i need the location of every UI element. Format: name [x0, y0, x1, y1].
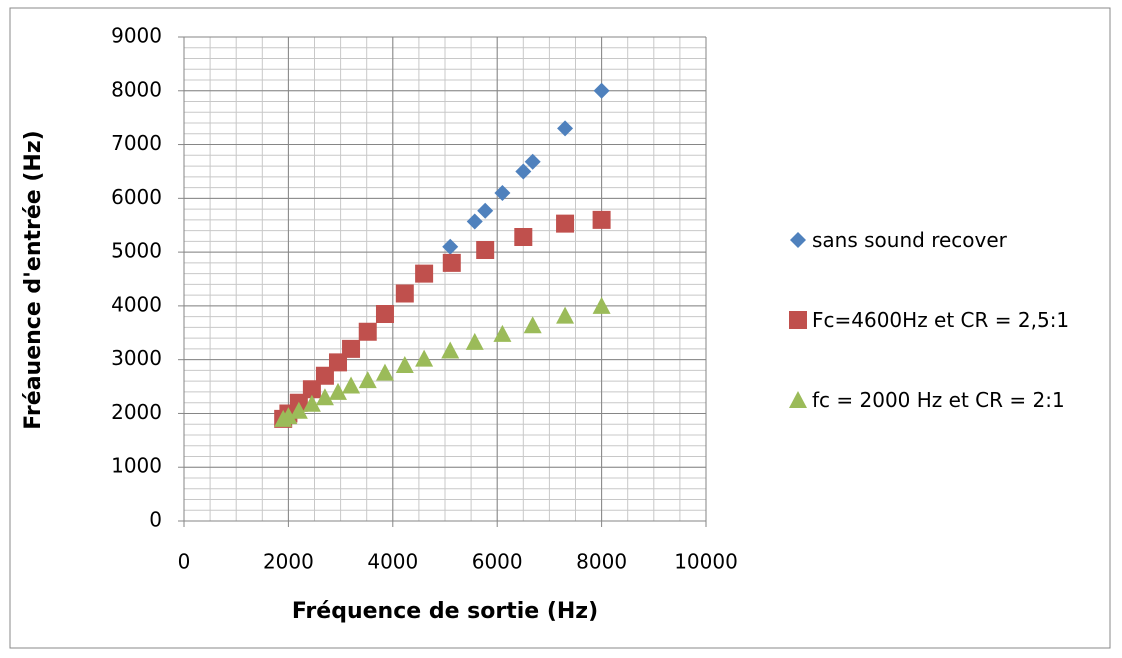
- legend-label: sans sound recover: [812, 228, 1007, 252]
- point: [395, 284, 414, 303]
- point: [315, 388, 334, 406]
- point: [524, 153, 541, 170]
- chart-border: [9, 7, 1111, 649]
- point: [477, 202, 494, 219]
- point: [523, 316, 542, 334]
- point: [514, 228, 533, 247]
- y-tick-label: 6000: [111, 185, 162, 209]
- y-tick-label: 3000: [111, 346, 162, 370]
- x-tick-label: 6000: [472, 550, 523, 574]
- legend-marker: [789, 311, 807, 329]
- y-tick-label: 9000: [111, 24, 162, 48]
- y-tick-label: 4000: [111, 292, 162, 316]
- point: [515, 163, 532, 180]
- point: [494, 184, 511, 201]
- point: [557, 120, 574, 137]
- point: [442, 253, 461, 272]
- point: [593, 82, 610, 99]
- point: [375, 304, 394, 323]
- y-tick-label: 2000: [111, 400, 162, 424]
- legend-label: Fc=4600Hz et CR = 2,5:1: [812, 308, 1070, 332]
- point: [466, 213, 483, 230]
- x-tick-label: 4000: [367, 550, 418, 574]
- point: [279, 407, 298, 425]
- point: [358, 371, 377, 389]
- y-tick-label: 8000: [111, 77, 162, 101]
- x-axis-title: Fréquence de sortie (Hz): [292, 599, 598, 624]
- x-tick-label: 10000: [674, 550, 738, 574]
- y-tick-label: 0: [149, 508, 162, 532]
- point: [465, 332, 484, 350]
- legend-marker: [790, 232, 806, 248]
- point: [493, 324, 512, 342]
- x-tick-label: 0: [178, 550, 191, 574]
- point: [395, 356, 414, 374]
- point: [302, 394, 321, 412]
- x-tick-label: 2000: [263, 550, 314, 574]
- point: [342, 376, 361, 394]
- legend-marker: [789, 391, 807, 408]
- point: [358, 322, 377, 341]
- point: [342, 339, 361, 358]
- point: [441, 341, 460, 359]
- y-tick-label: 1000: [111, 454, 162, 478]
- point: [442, 238, 459, 255]
- y-axis-title: Fréauence d'entrée (Hz): [21, 130, 46, 429]
- point: [375, 363, 394, 381]
- point: [592, 210, 611, 229]
- y-tick-label: 7000: [111, 131, 162, 155]
- x-tick-label: 8000: [576, 550, 627, 574]
- point: [415, 349, 434, 367]
- legend-label: fc = 2000 Hz et CR = 2:1: [812, 388, 1065, 412]
- point: [328, 382, 347, 400]
- point: [476, 240, 495, 259]
- point: [556, 306, 575, 324]
- point: [415, 264, 434, 283]
- point: [556, 214, 575, 233]
- point: [289, 401, 308, 419]
- point: [592, 296, 611, 314]
- y-tick-label: 5000: [111, 239, 162, 263]
